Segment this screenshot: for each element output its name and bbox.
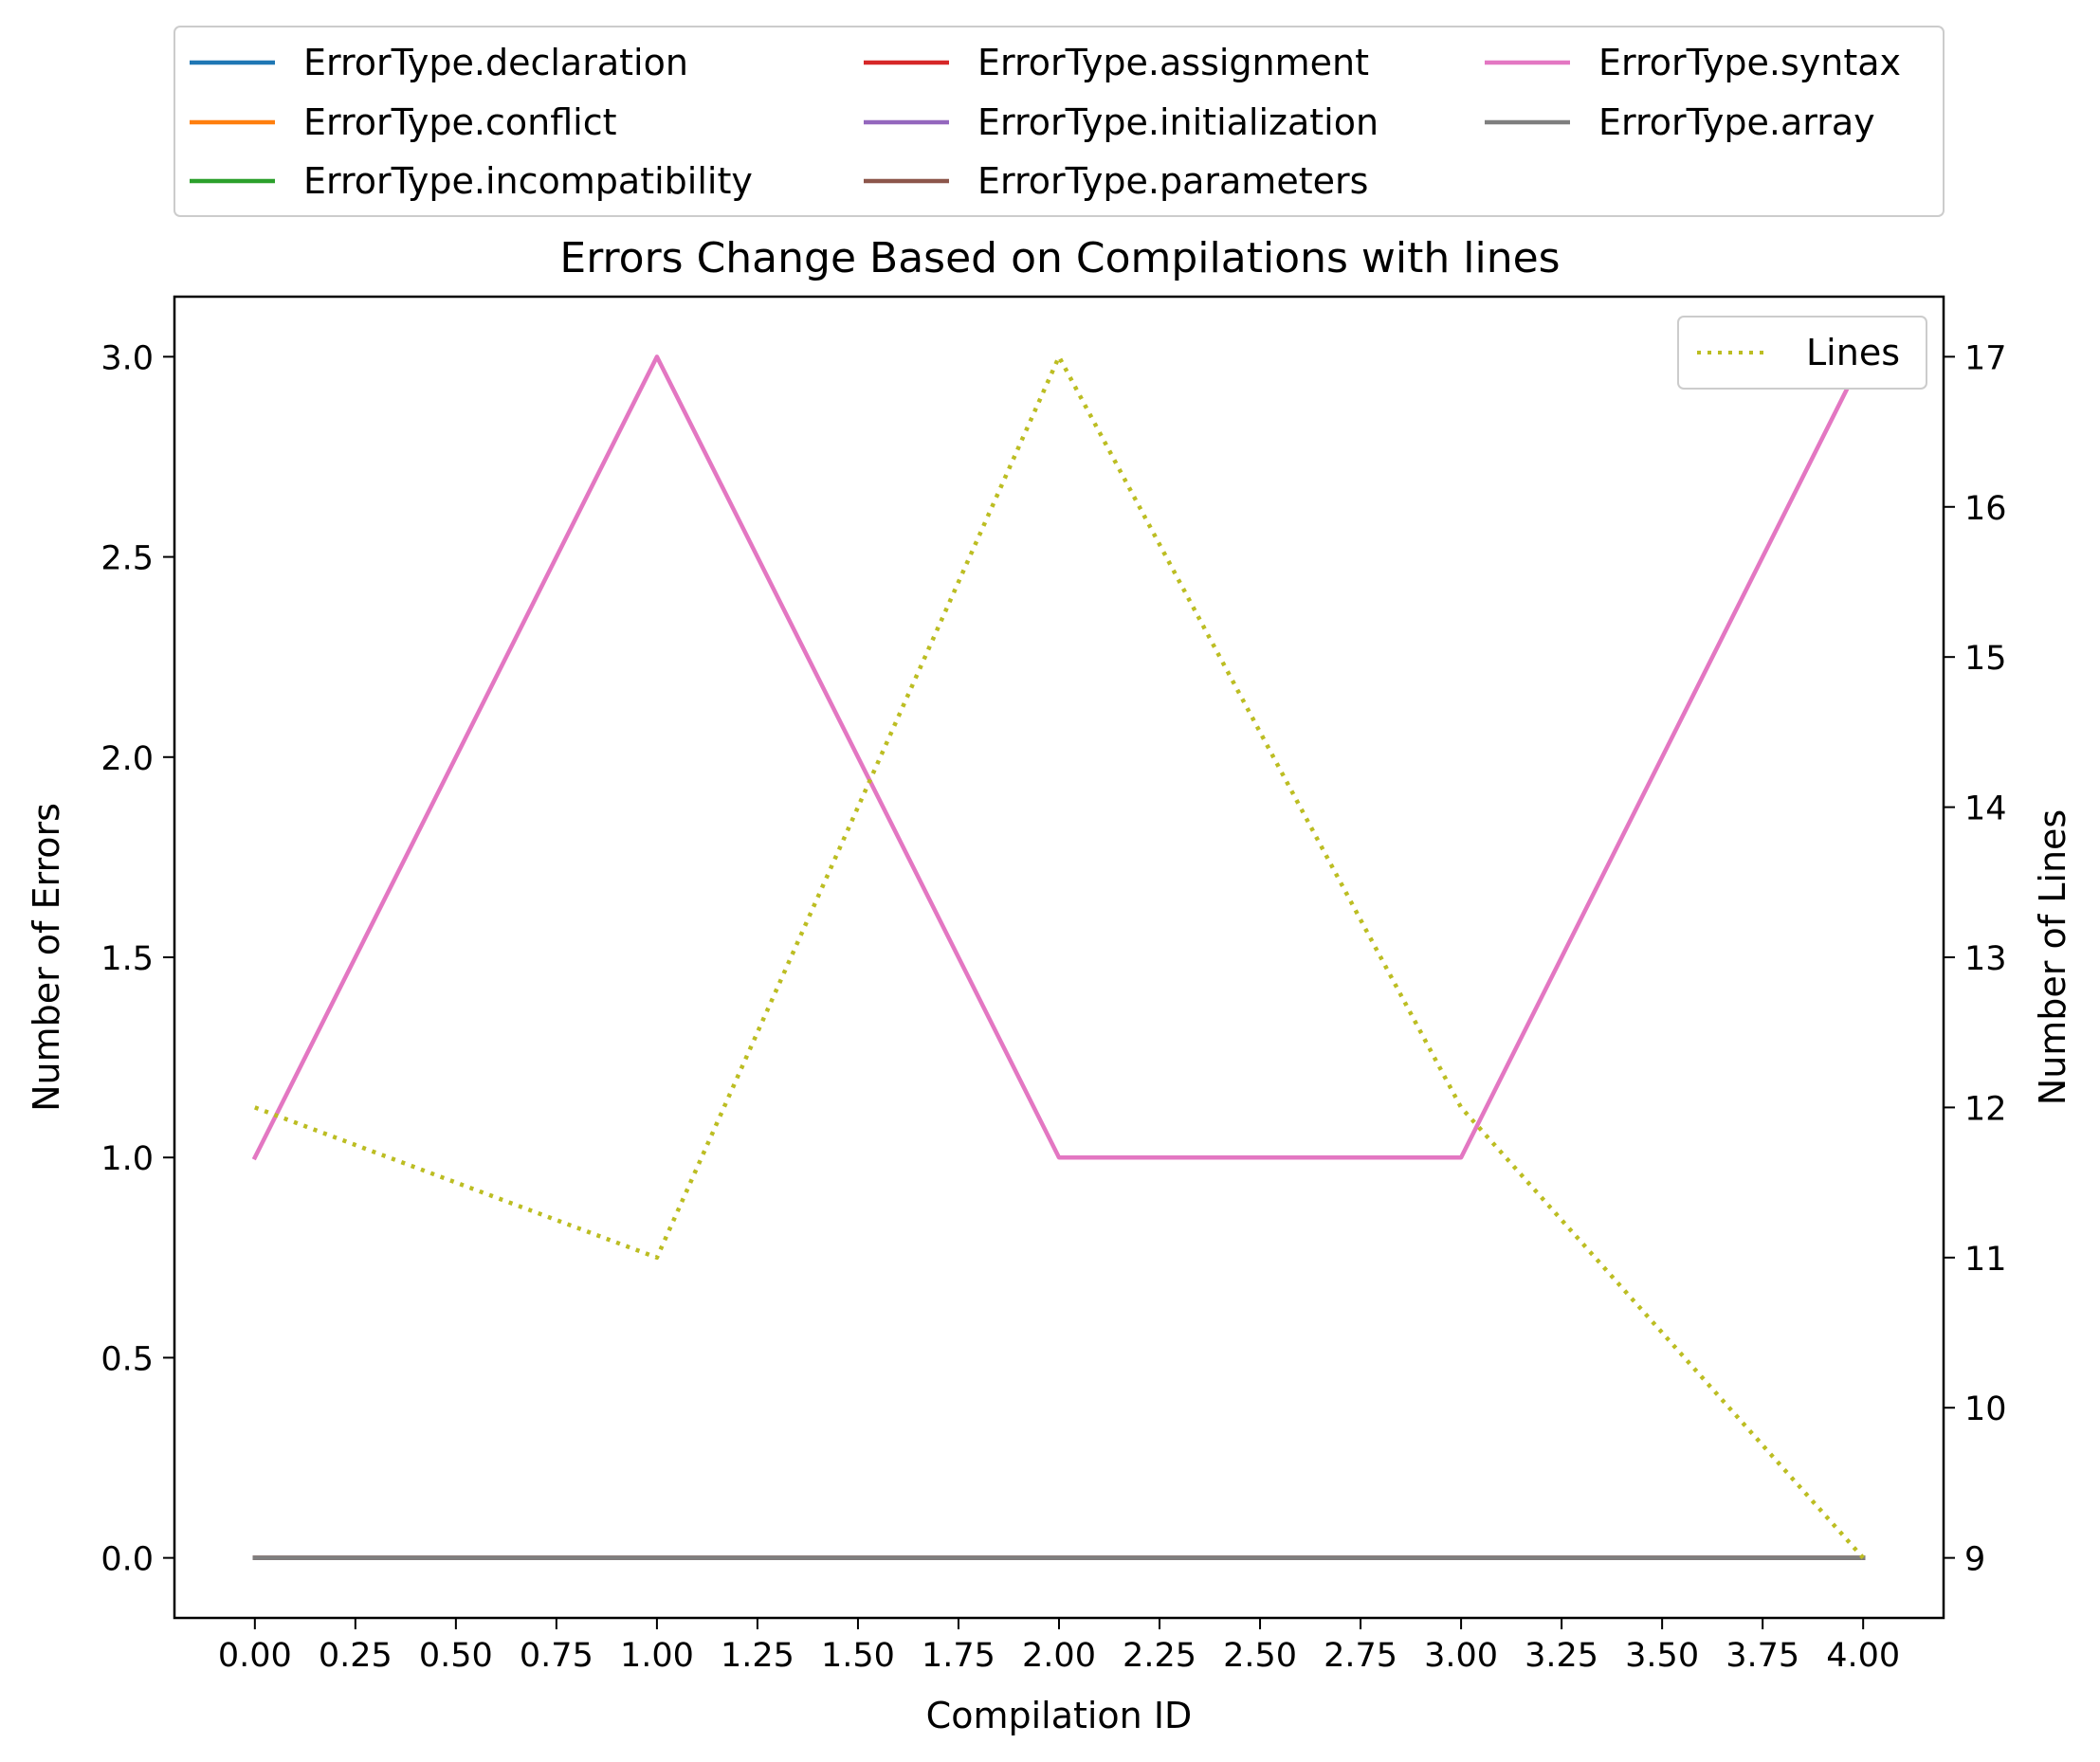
y2-tick-label: 16: [1964, 490, 2007, 528]
y-tick-label: 2.0: [100, 740, 154, 778]
legend-item-errortype-declaration: ErrorType.declaration: [190, 42, 688, 83]
legend-label: ErrorType.declaration: [303, 42, 688, 83]
legend-item-errortype-conflict: ErrorType.conflict: [190, 101, 617, 143]
legend-label: ErrorType.initialization: [977, 101, 1379, 143]
y-tick-label: 3.0: [100, 339, 154, 377]
x-tick-label: 2.50: [1223, 1637, 1297, 1675]
x-tick-label: 4.00: [1826, 1637, 1900, 1675]
y2-tick-label: 9: [1964, 1541, 1985, 1579]
x-tick-label: 2.75: [1324, 1637, 1397, 1675]
x-tick-label: 1.25: [721, 1637, 794, 1675]
series-layer: [251, 354, 1867, 1560]
x-tick-label: 0.75: [520, 1637, 593, 1675]
legend-item-errortype-incompatibility: ErrorType.incompatibility: [190, 160, 753, 202]
secondary-legend-frame: [1677, 316, 1927, 390]
main-legend: ErrorType.declaration ErrorType.conflict E…: [173, 26, 1945, 217]
legend-label: ErrorType.parameters: [977, 160, 1368, 202]
x-tick-label: 2.25: [1123, 1637, 1196, 1675]
legend-label: ErrorType.incompatibility: [303, 160, 753, 202]
legend-label: ErrorType.array: [1598, 101, 1875, 143]
y-tick-label: 1.5: [100, 940, 154, 978]
x-tick-label: 0.00: [218, 1637, 292, 1675]
x-tick-label: 1.75: [922, 1637, 995, 1675]
x-tick-label: 3.75: [1726, 1637, 1799, 1675]
chart-title: Errors Change Based on Compilations with…: [559, 234, 1560, 282]
x-tick-label: 1.50: [821, 1637, 895, 1675]
x-tick-label: 1.00: [620, 1637, 694, 1675]
main-legend-frame: [173, 26, 1945, 217]
y-tick-label: 2.5: [100, 540, 154, 578]
y-tick-label: 1.0: [100, 1140, 154, 1178]
y2-tick-label: 11: [1964, 1241, 2007, 1279]
y-tick-label: 0.5: [100, 1340, 154, 1378]
x-tick-label: 2.00: [1022, 1637, 1096, 1675]
legend-item-errortype-array: ErrorType.array: [1485, 101, 1875, 143]
y2-tick-label: 10: [1964, 1390, 2007, 1428]
y-axis-label: Number of Errors: [26, 803, 67, 1112]
x-tick-label: 3.25: [1525, 1637, 1598, 1675]
legend-label: ErrorType.syntax: [1598, 42, 1901, 83]
legend-item-errortype-assignment: ErrorType.assignment: [864, 42, 1369, 83]
y2-tick-label: 13: [1964, 940, 2007, 978]
ticks-layer: 0.00 0.25 0.50 0.75 1.00 1.25 1.50 1.75 2.00 2.25…: [100, 339, 2006, 1675]
x-tick-label: 3.00: [1424, 1637, 1498, 1675]
y2-axis-label: Number of Lines: [2032, 809, 2073, 1105]
series-line-errortype-syntax: [251, 354, 1867, 1161]
legend-item-errortype-initialization: ErrorType.initialization: [864, 101, 1379, 143]
plot-area: 0.00 0.25 0.50 0.75 1.00 1.25 1.50 1.75 2.00 2.25…: [100, 295, 2007, 1675]
y2-tick-label: 12: [1964, 1090, 2007, 1128]
y2-tick-label: 17: [1964, 339, 2007, 377]
y2-tick-label: 15: [1964, 640, 2007, 678]
y-tick-label: 0.0: [100, 1541, 154, 1579]
legend-item-errortype-syntax: ErrorType.syntax: [1485, 42, 1901, 83]
secondary-legend: Lines: [1677, 316, 1927, 390]
x-tick-label: 0.50: [419, 1637, 493, 1675]
x-tick-label: 0.25: [319, 1637, 393, 1675]
y2-tick-label: 14: [1964, 790, 2007, 828]
legend-label: ErrorType.assignment: [977, 42, 1369, 83]
x-tick-label: 3.50: [1625, 1637, 1699, 1675]
legend-label-lines: Lines: [1806, 332, 1900, 373]
legend-item-errortype-parameters: ErrorType.parameters: [864, 160, 1368, 202]
x-axis-label: Compilation ID: [926, 1695, 1193, 1736]
legend-label: ErrorType.conflict: [303, 101, 617, 143]
